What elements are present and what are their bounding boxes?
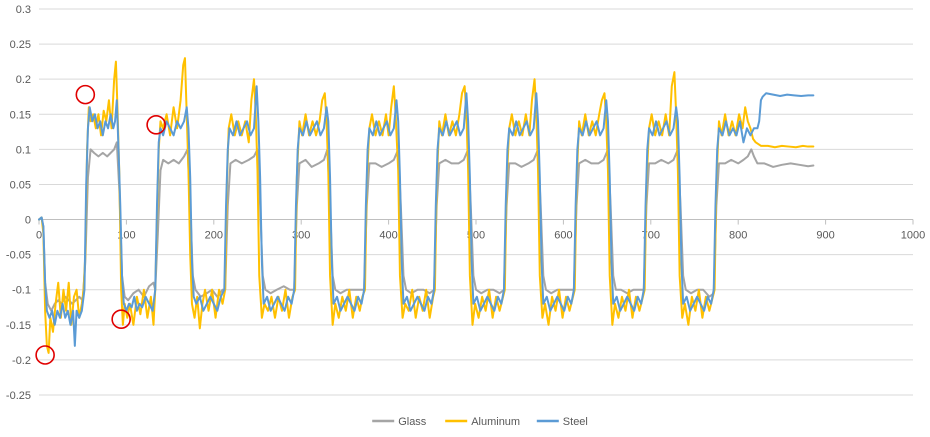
y-tick-label: -0.15	[6, 320, 31, 332]
y-tick-label: 0.05	[10, 179, 31, 191]
annotations	[35, 84, 166, 365]
y-tick-label: 0	[25, 215, 31, 227]
legend-item-steel: Steel	[536, 416, 588, 428]
legend-label: Steel	[563, 416, 588, 428]
y-tick-label: -0.25	[6, 390, 31, 402]
series-line-glass	[38, 141, 815, 312]
x-tick-label: 600	[554, 230, 572, 242]
legend-item-glass: Glass	[372, 416, 427, 428]
y-tick-label: 0.25	[10, 39, 31, 51]
x-tick-label: 900	[816, 230, 834, 242]
gridlines	[39, 8, 913, 396]
y-tick-label: -0.2	[12, 355, 31, 367]
y-tick-label: 0.1	[16, 144, 31, 156]
annotation-circle	[146, 115, 166, 135]
x-tick-label: 200	[205, 230, 223, 242]
legend-label: Aluminum	[471, 416, 520, 428]
y-tick-label: 0.15	[10, 109, 31, 121]
annotation-circle	[35, 345, 55, 365]
y-tick-label: -0.05	[6, 250, 31, 262]
y-tick-label: 0.2	[16, 74, 31, 86]
series-line-steel	[38, 85, 815, 347]
annotation-circle	[111, 309, 131, 330]
x-tick-label: 400	[379, 230, 397, 242]
axes: -0.25 -0.2 -0.15 -0.1 -0.05 0 0.05 0.1 0.15 0.2 0.…	[6, 4, 925, 402]
legend: Glass Aluminum Steel	[372, 416, 588, 428]
y-tick-label: 0.3	[16, 4, 31, 16]
y-tick-label: -0.1	[12, 285, 31, 297]
series-line-aluminum	[38, 57, 815, 354]
series-lines	[38, 57, 815, 354]
x-tick-label: 800	[729, 230, 747, 242]
x-tick-label: 1000	[901, 230, 925, 242]
legend-label: Glass	[398, 416, 427, 428]
x-tick-label: 0	[36, 230, 42, 242]
annotation-circle	[75, 84, 96, 105]
legend-item-aluminum: Aluminum	[445, 416, 520, 428]
